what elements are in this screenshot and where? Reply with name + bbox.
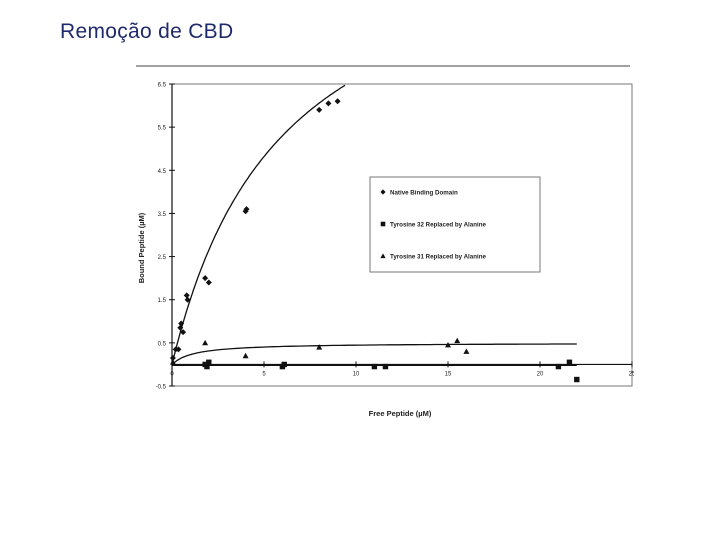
y-tick-label: 2.5 [158,255,167,261]
legend-marker-series-1 [380,189,386,195]
legend-marker-series-2 [380,221,386,227]
data-point-series-1 [202,275,209,282]
legend-label-series-1: Native Binding Domain [390,190,458,197]
data-point-series-3 [445,342,451,348]
y-axis-label: Bound Peptide (µM) [137,212,146,283]
axes: -0.5 0.5 1.5 2.5 3.5 4.5 5.5 6.5 0 5 10 15 20 25 [156,83,636,391]
data-point-series-2 [204,363,210,370]
binding-chart-figure: -0.5 0.5 1.5 2.5 3.5 4.5 5.5 6.5 0 5 10 15 20 25 Free… [134,62,636,422]
data-point-series-3 [242,352,249,359]
data-point-series-2 [206,359,212,365]
x-tick-label: 5 [262,371,266,377]
legend-marker-series-3 [380,253,386,259]
data-point-series-1 [325,100,332,107]
legend-box [369,176,541,273]
data-point-series-1 [177,324,184,331]
data-point-series-2 [281,361,287,368]
data-point-series-3 [316,344,323,350]
x-tick-label: 15 [445,371,452,377]
data-point-series-1 [180,329,187,336]
x-tick-label: 25 [629,371,634,377]
data-point-series-2 [382,363,389,370]
fit-curve-series-3 [171,343,577,365]
data-point-series-1 [205,279,212,286]
data-point-series-2 [371,363,378,370]
y-tick-label: -0.5 [156,385,167,391]
data-point-series-1 [243,206,250,213]
data-point-series-1 [316,106,323,113]
data-point-series-2 [555,363,562,370]
y-tick-label: 3.5 [158,212,167,218]
data-point-series-1 [184,296,191,303]
data-point-series-1 [242,208,249,215]
y-tick-label: 1.5 [158,298,167,304]
slide-title: Remoção de CBD [60,20,234,43]
data-point-series-1 [175,346,182,353]
data-point-series-3 [202,339,209,346]
x-tick-label: 0 [170,371,174,377]
x-tick-label: 10 [353,371,360,377]
fit-curve-series-1 [171,84,346,365]
x-tick-label: 20 [537,371,544,377]
y-tick-label: 0.5 [158,341,167,347]
y-tick-label: 6.5 [158,83,167,89]
data-point-series-1 [169,354,176,361]
data-point-series-2 [566,359,573,365]
data-point-series-1 [334,98,341,105]
data-point-series-2 [574,376,580,383]
data-point-series-1 [183,292,190,299]
y-tick-label: 4.5 [158,169,167,175]
legend-label-series-3: Tyrosine 31 Replaced by Alanine [390,254,486,261]
data-point-series-3 [463,348,470,354]
y-tick-label: 5.5 [158,126,167,132]
binding-chart: -0.5 0.5 1.5 2.5 3.5 4.5 5.5 6.5 0 5 10 15 20 25 Free… [136,65,636,418]
data-point-series-1 [178,320,185,327]
data-point-series-3 [454,337,461,344]
legend-label-series-2: Tyrosine 32 Replaced by Alanine [390,222,486,229]
data-point-series-3 [169,359,176,365]
legend: Native Binding Domain Tyrosine 32 Replace… [369,176,541,273]
x-axis-label: Free Peptide (µM) [369,409,432,418]
data-points [169,98,580,383]
